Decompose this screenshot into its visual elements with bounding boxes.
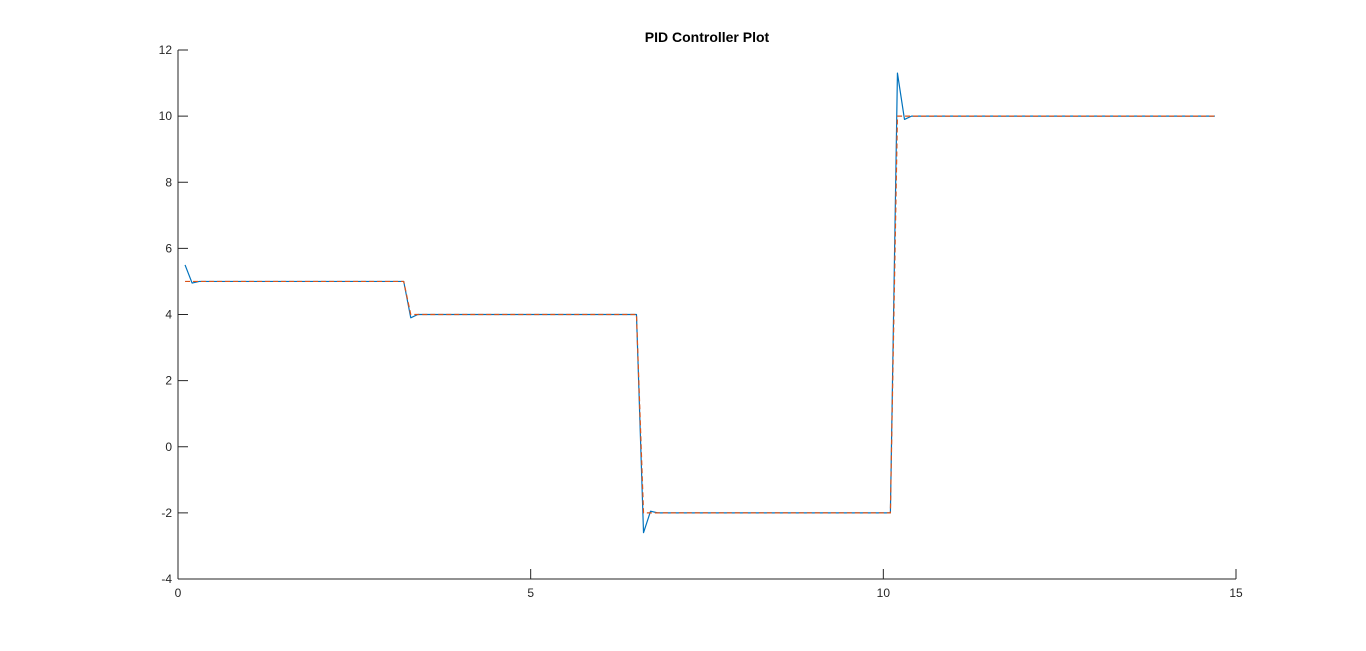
chart-title: PID Controller Plot <box>645 29 770 45</box>
series-line-1 <box>184 72 1215 534</box>
y-tick-label: 2 <box>165 374 172 388</box>
series-layer <box>184 72 1215 534</box>
y-tick-label: 10 <box>159 109 173 123</box>
x-tick-label: 10 <box>877 586 891 600</box>
series-line-2 <box>185 115 1215 514</box>
y-tick-label: 4 <box>165 308 172 322</box>
x-tick-label: 5 <box>527 586 534 600</box>
y-tick-label: 8 <box>165 175 172 189</box>
axes <box>177 50 1236 580</box>
y-tick-label: -2 <box>161 506 172 520</box>
x-ticks: 0 5 10 15 <box>175 569 1243 600</box>
y-tick-label: -4 <box>161 572 172 586</box>
y-tick-label: 0 <box>165 440 172 454</box>
x-tick-label: 0 <box>175 586 182 600</box>
x-tick-label: 15 <box>1229 586 1243 600</box>
y-ticks: -4 -2 0 2 4 6 8 10 12 <box>159 43 188 586</box>
y-tick-label: 6 <box>165 241 172 255</box>
y-tick-label: 12 <box>159 43 173 57</box>
